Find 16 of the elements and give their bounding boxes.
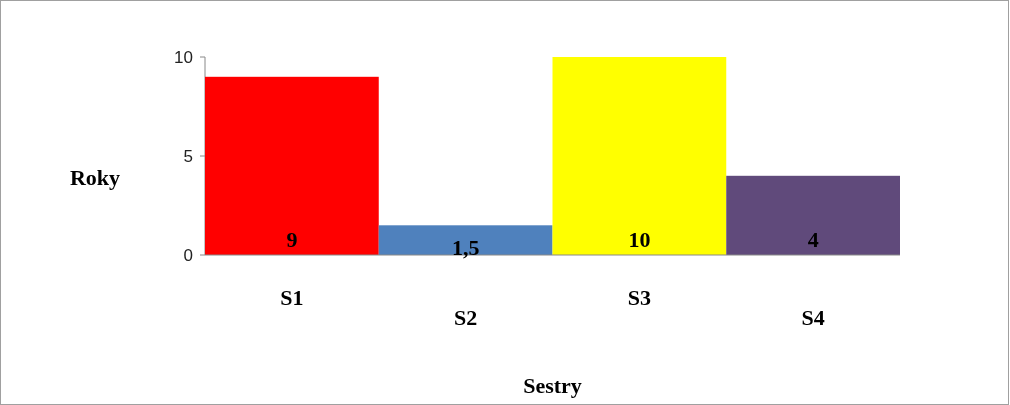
y-tick-label: 0: [183, 245, 193, 265]
data-label: 10: [628, 227, 651, 252]
data-label: 4: [807, 227, 819, 252]
y-axis-title: Roky: [69, 165, 121, 190]
x-tick-label: S1: [280, 285, 304, 310]
x-tick-label: S2: [454, 305, 478, 330]
x-tick-label: S4: [801, 305, 825, 330]
x-tick-label: S3: [627, 285, 651, 310]
y-tick-label: 10: [174, 47, 193, 67]
y-tick-label: 5: [183, 146, 193, 166]
bar: [726, 175, 900, 255]
data-label: 1,5: [451, 235, 480, 261]
bar: [205, 76, 379, 255]
data-label: 9: [286, 227, 298, 252]
bar: [552, 57, 727, 255]
x-axis-title: Sestry: [523, 373, 582, 398]
